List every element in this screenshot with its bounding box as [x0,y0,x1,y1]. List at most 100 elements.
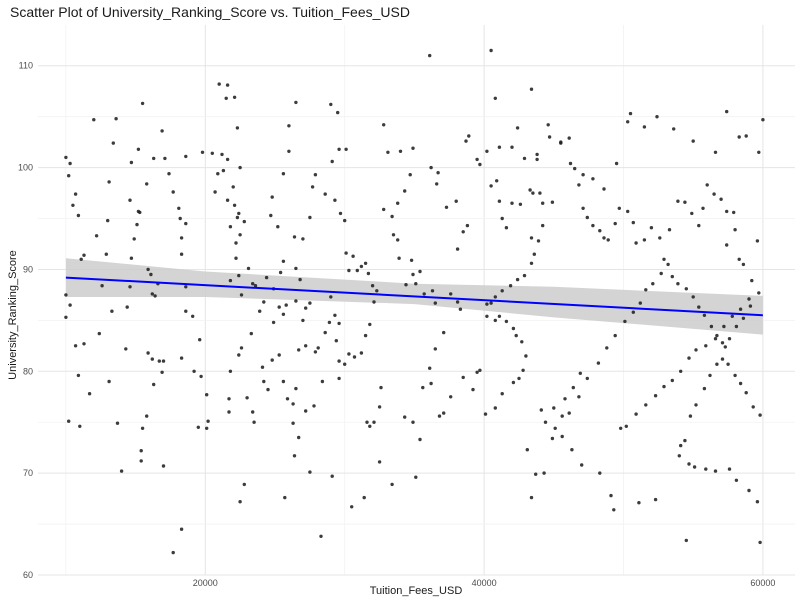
scatter-point [489,301,493,305]
scatter-point [573,166,577,171]
scatter-point [525,448,529,452]
scatter-point [534,472,538,476]
scatter-point [541,223,545,228]
scatter-point [751,405,755,409]
scatter-point [737,257,741,261]
scatter-point [391,233,396,237]
points-layer [64,48,765,555]
scatter-point [231,185,235,189]
scatter-point [411,146,415,150]
scatter-point [458,307,463,311]
x-tick-label: 40000 [472,578,497,588]
scatter-point [747,488,751,493]
scatter-point [238,165,242,170]
scatter-point [79,257,83,261]
scatter-point [737,135,741,139]
scatter-point [177,206,181,210]
scatter-point [504,319,509,324]
scatter-point [508,284,513,288]
scatter-point [613,333,617,338]
scatter-point [264,275,269,280]
scatter-point [560,434,564,439]
scatter-point [375,289,379,293]
scatter-point [232,95,237,100]
scatter-point [500,289,504,293]
scatter-point [433,301,437,305]
scatter-point [64,293,68,297]
scatter-point [442,330,446,335]
scatter-point [504,226,509,230]
scatter-point [107,180,111,184]
scatter-point [658,236,662,240]
scatter-point [171,550,175,555]
scatter-point [210,151,214,155]
scatter-point [422,292,426,296]
scatter-point [546,123,550,127]
scatter-point [235,126,240,130]
scatter-point [580,463,584,467]
scatter-point [418,437,422,442]
scatter-point [217,82,221,86]
scatter-point [276,225,280,229]
scatter-point [465,223,470,228]
scatter-point [709,324,714,329]
scatter-point [139,459,143,463]
x-tick-label: 20000 [193,578,218,588]
scatter-point [429,165,433,170]
scatter-point [363,261,368,265]
scatter-point [355,268,359,273]
scatter-point [372,300,376,304]
scatter-point [82,342,86,346]
scatter-point [638,301,642,305]
scatter-point [688,414,693,418]
scatter-point [697,305,701,309]
scatter-point [550,200,555,204]
scatter-point [184,221,188,226]
scatter-point [485,149,489,153]
scatter-point [605,346,609,350]
scatter-point [515,126,520,130]
scatter-point [493,295,497,299]
scatter-point [734,324,739,329]
scatter-point [585,215,589,220]
scatter-point [252,420,256,424]
scatter-point [396,201,400,205]
scatter-point [334,339,338,343]
scatter-point [260,365,265,369]
scatter-point [132,237,136,241]
scatter-point [270,358,274,362]
scatter-point [76,213,81,218]
scatter-point [262,379,266,384]
scatter-point [308,301,312,305]
scatter-point [140,426,145,430]
trend-line [65,276,763,317]
scatter-point [110,309,114,313]
scatter-point [437,414,442,418]
scatter-point [596,361,601,365]
scatter-point [567,411,571,415]
scatter-point [741,262,746,267]
scatter-point [732,210,736,215]
scatter-point [521,368,525,372]
scatter-point [253,284,258,288]
scatter-point [237,273,241,278]
scatter-point [150,357,154,361]
scatter-point [234,241,238,245]
scatter-point [344,147,348,151]
scatter-point [529,236,534,240]
scatter-point [691,139,695,143]
scatter-point [727,337,732,341]
scatter-point [649,226,654,230]
scatter-point [570,448,574,452]
scatter-point [128,285,132,289]
scatter-point [97,331,102,336]
scatter-point [585,376,589,381]
scatter-point [205,426,209,430]
scatter-point [428,53,432,58]
scatter-point [224,96,228,101]
scatter-point [294,299,298,303]
scatter-point [320,379,325,384]
scatter-point [455,247,460,251]
scatter-point [531,191,535,195]
